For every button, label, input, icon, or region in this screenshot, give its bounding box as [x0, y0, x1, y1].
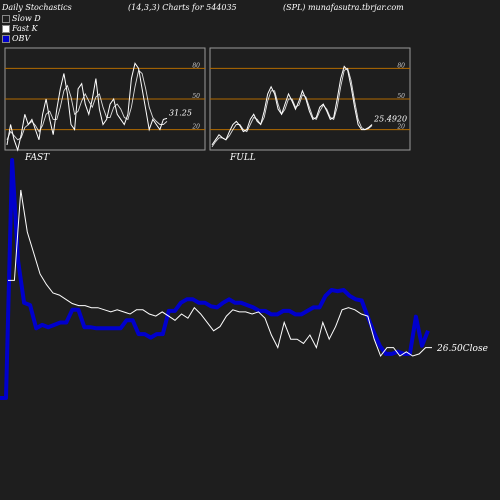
series-line-fast-k	[6, 62, 168, 152]
price-obv-panel: 26.50Close	[0, 158, 488, 400]
legend-label-fast-k: Fast K	[12, 24, 38, 33]
level-label-20: 20	[396, 124, 405, 131]
legend-slow-d: Slow D	[2, 14, 41, 23]
chart-source: (SPL) munafasutra.tbrjar.com	[283, 3, 404, 12]
level-label-80: 80	[397, 62, 405, 69]
legend-swatch-fast-k	[2, 24, 10, 33]
close-price-line	[8, 189, 432, 358]
end-value-label: 25.4920	[373, 115, 407, 124]
level-label-50: 50	[192, 93, 200, 100]
panel-title: FULL	[229, 153, 256, 163]
fast-stochastic-panel: 20 50 80 31.25 FAST	[4, 47, 206, 163]
legend-swatch-obv	[2, 34, 10, 43]
series-line-slow-d	[6, 69, 168, 141]
panel-title: FAST	[24, 153, 50, 163]
close-value-label: 26.50Close	[436, 344, 488, 354]
level-label-80: 80	[192, 62, 200, 69]
legend-label-slow-d: Slow D	[12, 14, 41, 23]
legend-obv: OBV	[2, 34, 30, 43]
chart-title: Daily Stochastics	[2, 3, 72, 12]
chart-params: (14,3,3) Charts for 544035	[128, 3, 237, 12]
full-stochastic-panel: 20 50 80 25.4920 FULL	[209, 47, 411, 163]
level-label-20: 20	[191, 124, 200, 131]
series-line-slow-d	[211, 67, 373, 148]
obv-line	[0, 158, 430, 400]
end-value-label: 31.25	[169, 108, 192, 117]
legend-fast-k: Fast K	[2, 24, 38, 33]
level-label-50: 50	[397, 93, 405, 100]
legend-swatch-slow-d	[2, 14, 10, 23]
legend-label-obv: OBV	[12, 34, 31, 43]
